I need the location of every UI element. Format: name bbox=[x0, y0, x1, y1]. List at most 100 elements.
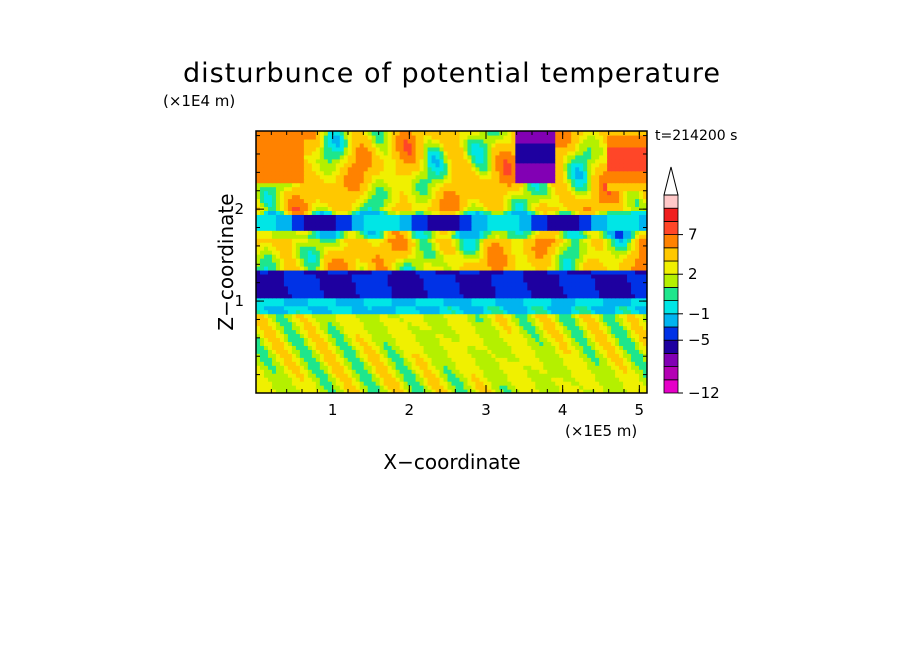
heatmap-cell bbox=[275, 210, 281, 215]
heatmap-cell bbox=[395, 277, 401, 283]
heatmap-cell bbox=[315, 262, 321, 267]
heatmap-cell bbox=[435, 325, 441, 331]
heatmap-cell bbox=[275, 289, 281, 295]
heatmap-cell bbox=[443, 254, 449, 259]
heatmap-cell bbox=[419, 230, 425, 235]
heatmap-cell bbox=[495, 250, 500, 255]
heatmap-cell bbox=[383, 309, 389, 315]
heatmap-cell bbox=[331, 198, 337, 204]
heatmap-cell bbox=[611, 269, 616, 275]
heatmap-cell bbox=[555, 297, 560, 303]
heatmap-cell bbox=[503, 301, 508, 307]
heatmap-cell bbox=[335, 273, 341, 279]
heatmap-cell bbox=[447, 281, 453, 287]
heatmap-cell bbox=[299, 309, 305, 315]
heatmap-cell bbox=[615, 210, 620, 215]
heatmap-cell bbox=[607, 281, 612, 287]
heatmap-cell bbox=[395, 309, 401, 315]
heatmap-cell bbox=[423, 230, 429, 235]
heatmap-cell bbox=[603, 265, 608, 271]
heatmap-cell bbox=[459, 357, 465, 362]
heatmap-cell bbox=[335, 349, 341, 354]
heatmap-cell bbox=[443, 206, 449, 211]
heatmap-cell bbox=[611, 385, 616, 390]
heatmap-cell bbox=[359, 361, 365, 366]
heatmap-cell bbox=[431, 369, 437, 374]
heatmap-cell bbox=[535, 222, 540, 227]
heatmap-cell bbox=[539, 190, 544, 196]
heatmap-cell bbox=[283, 246, 289, 251]
heatmap-cell bbox=[371, 277, 377, 283]
heatmap-cell bbox=[387, 281, 393, 287]
heatmap-cell bbox=[343, 194, 349, 200]
heatmap-cell bbox=[347, 313, 353, 319]
heatmap-cell bbox=[487, 190, 492, 196]
heatmap-cell bbox=[575, 337, 580, 342]
heatmap-cell bbox=[339, 321, 345, 327]
heatmap-cell bbox=[279, 234, 285, 239]
heatmap-cell bbox=[571, 353, 576, 358]
heatmap-cell bbox=[307, 277, 313, 283]
heatmap-cell bbox=[439, 349, 445, 354]
heatmap-cell bbox=[587, 246, 592, 251]
heatmap-cell bbox=[419, 242, 425, 247]
heatmap-cell bbox=[331, 325, 337, 331]
heatmap-cell bbox=[327, 230, 333, 235]
heatmap-cell bbox=[379, 230, 385, 235]
heatmap-cell bbox=[615, 273, 620, 279]
heatmap-cell bbox=[379, 214, 385, 219]
heatmap-cell bbox=[335, 297, 341, 303]
heatmap-cell bbox=[359, 289, 365, 295]
heatmap-cell bbox=[547, 250, 552, 255]
heatmap-cell bbox=[459, 317, 465, 323]
heatmap-cell bbox=[611, 349, 616, 354]
heatmap-cell bbox=[515, 281, 520, 287]
heatmap-cell bbox=[375, 357, 381, 362]
heatmap-cell bbox=[607, 206, 612, 211]
heatmap-cell bbox=[499, 345, 504, 350]
heatmap-cell bbox=[379, 377, 385, 382]
heatmap-cell bbox=[383, 389, 389, 393]
heatmap-cell bbox=[623, 273, 628, 279]
heatmap-cell bbox=[435, 262, 441, 267]
heatmap-cell bbox=[491, 262, 496, 267]
heatmap-cell bbox=[303, 258, 309, 263]
heatmap-cell bbox=[599, 238, 604, 243]
heatmap-cell bbox=[331, 230, 337, 235]
heatmap-cell bbox=[267, 214, 273, 219]
heatmap-cell bbox=[259, 226, 265, 231]
heatmap-cell bbox=[543, 353, 548, 358]
heatmap-cell bbox=[623, 325, 628, 331]
heatmap-cell bbox=[635, 337, 640, 342]
heatmap-cell bbox=[599, 325, 604, 331]
heatmap-cell bbox=[627, 230, 632, 235]
heatmap-cell bbox=[567, 210, 572, 215]
heatmap-cell bbox=[403, 297, 409, 303]
heatmap-cell bbox=[571, 222, 576, 227]
heatmap-cell bbox=[443, 281, 449, 287]
heatmap-cell bbox=[595, 317, 600, 323]
heatmap-cell bbox=[467, 321, 473, 327]
heatmap-cell bbox=[287, 305, 293, 311]
heatmap-cell bbox=[391, 369, 397, 374]
heatmap-cell bbox=[323, 242, 329, 247]
heatmap-cell bbox=[395, 333, 401, 339]
heatmap-cell bbox=[311, 226, 317, 231]
heatmap-cell bbox=[271, 297, 277, 303]
heatmap-cell bbox=[583, 246, 588, 251]
heatmap-cell bbox=[615, 333, 620, 339]
heatmap-cell bbox=[419, 369, 425, 374]
heatmap-cell bbox=[323, 265, 329, 271]
heatmap-cell bbox=[351, 309, 357, 315]
heatmap-cell bbox=[623, 194, 628, 200]
heatmap-cell bbox=[407, 218, 413, 223]
heatmap-cell bbox=[575, 222, 580, 227]
heatmap-cell bbox=[555, 198, 560, 204]
heatmap-cell bbox=[547, 341, 552, 346]
heatmap-cell bbox=[475, 226, 481, 231]
heatmap-cell bbox=[267, 373, 273, 378]
heatmap-cell bbox=[299, 218, 305, 223]
heatmap-cell bbox=[463, 321, 469, 327]
heatmap-cell bbox=[499, 202, 504, 208]
heatmap-cell bbox=[547, 297, 552, 303]
